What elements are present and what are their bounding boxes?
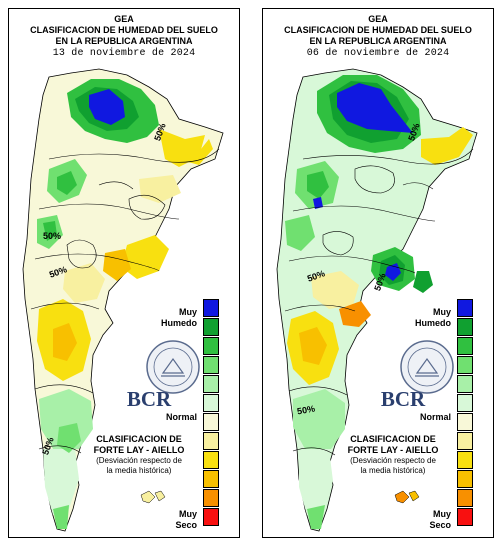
map-header: GEA CLASIFICACION DE HUMEDAD DEL SUELO E… <box>9 14 239 60</box>
title-line-1: CLASIFICACION DE HUMEDAD DEL SUELO <box>30 25 218 35</box>
classification-title-1: CLASIFICACION DE <box>350 434 436 444</box>
legend-swatch <box>203 299 219 317</box>
map-date: 06 de noviembre de 2024 <box>306 48 450 59</box>
legend-swatch <box>457 432 473 450</box>
soil-moisture-map-panel-1: GEA CLASIFICACION DE HUMEDAD DEL SUELO E… <box>8 8 240 538</box>
legend-swatch <box>203 375 219 393</box>
classification-title-2: FORTE LAY - AIELLO <box>93 445 185 455</box>
legend-very-wet-label: Muy Humedo <box>415 307 451 328</box>
argentina-moisture-map <box>276 68 478 532</box>
classification-note: CLASIFICACION DE FORTE LAY - AIELLO (Des… <box>333 434 453 476</box>
classification-title-1: CLASIFICACION DE <box>96 434 182 444</box>
legend-normal-label: Normal <box>165 412 197 422</box>
classification-sub-1: (Desviación respecto de <box>96 456 182 465</box>
classification-sub-2: la media histórica) <box>360 466 426 475</box>
legend-swatch <box>457 489 473 507</box>
legend-swatch <box>203 356 219 374</box>
bcr-seal-icon <box>146 340 200 394</box>
classification-sub-1: (Desviación respecto de <box>350 456 436 465</box>
legend-swatch <box>203 508 219 526</box>
legend-swatch <box>203 394 219 412</box>
classification-sub-2: la media histórica) <box>106 466 172 475</box>
title-line-1: CLASIFICACION DE HUMEDAD DEL SUELO <box>284 25 472 35</box>
legend-swatch <box>203 451 219 469</box>
bcr-logo-text: BCR <box>126 387 172 411</box>
bcr-logo-text: BCR <box>380 387 426 411</box>
legend-very-wet-label: Muy Humedo <box>161 307 197 328</box>
color-legend <box>457 299 473 527</box>
legend-swatch <box>457 413 473 431</box>
legend-swatch <box>203 432 219 450</box>
legend-swatch <box>203 489 219 507</box>
legend-swatch <box>203 413 219 431</box>
title-line-2: EN LA REPUBLICA ARGENTINA <box>309 36 447 46</box>
legend-swatch <box>457 394 473 412</box>
legend-swatch <box>457 356 473 374</box>
legend-swatch <box>203 470 219 488</box>
legend-swatch <box>457 337 473 355</box>
org-label: GEA <box>368 14 388 24</box>
bcr-seal-icon <box>400 340 454 394</box>
contour-label-50pct: 50% <box>43 231 62 241</box>
legend-very-dry-label: Muy Seco <box>175 509 197 530</box>
legend-swatch <box>203 337 219 355</box>
legend-normal-label: Normal <box>419 412 451 422</box>
classification-title-2: FORTE LAY - AIELLO <box>347 445 439 455</box>
color-legend <box>203 299 219 527</box>
org-label: GEA <box>114 14 134 24</box>
title-line-2: EN LA REPUBLICA ARGENTINA <box>55 36 193 46</box>
legend-swatch <box>457 470 473 488</box>
map-date: 13 de noviembre de 2024 <box>52 48 196 59</box>
map-header: GEA CLASIFICACION DE HUMEDAD DEL SUELO E… <box>263 14 493 60</box>
soil-moisture-map-panel-2: GEA CLASIFICACION DE HUMEDAD DEL SUELO E… <box>262 8 494 538</box>
legend-very-dry-label: Muy Seco <box>429 509 451 530</box>
legend-swatch <box>457 318 473 336</box>
legend-swatch <box>457 451 473 469</box>
legend-swatch <box>457 375 473 393</box>
legend-swatch <box>457 508 473 526</box>
argentina-moisture-map <box>22 68 224 532</box>
classification-note: CLASIFICACION DE FORTE LAY - AIELLO (Des… <box>79 434 199 476</box>
legend-swatch <box>457 299 473 317</box>
legend-swatch <box>203 318 219 336</box>
